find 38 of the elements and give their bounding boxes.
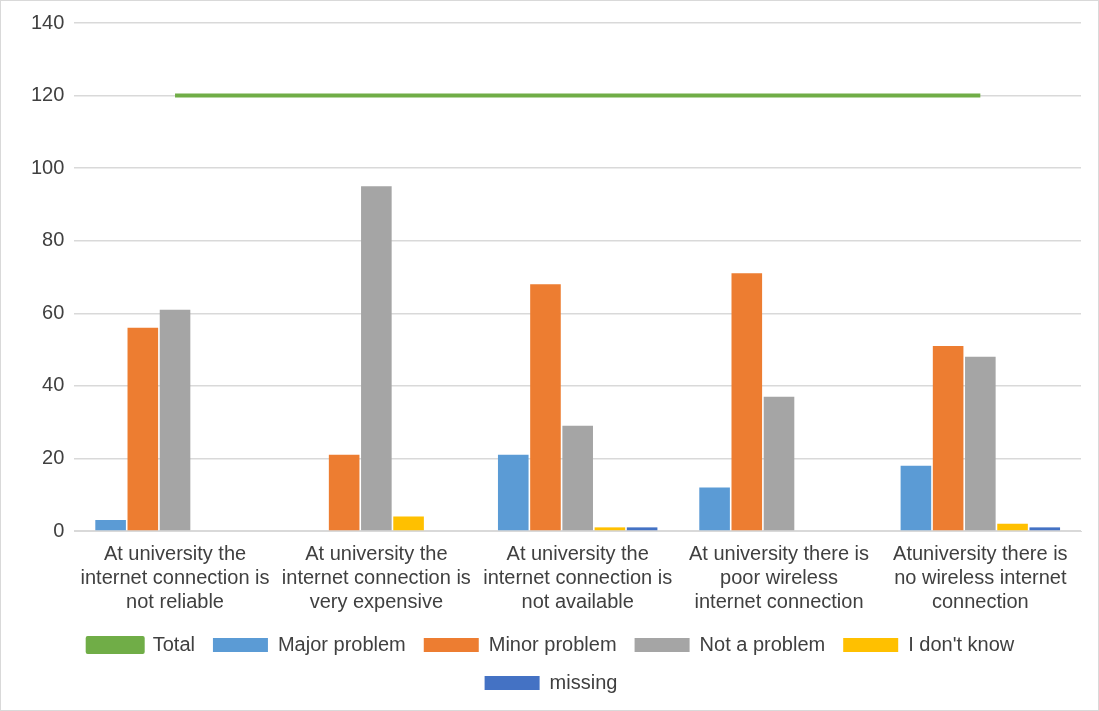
legend-label: Major problem [277,632,406,655]
legend-label: Minor problem [488,632,617,655]
bar [562,425,593,531]
bar [530,284,561,531]
x-tick-label: At university the internet connection is not reliable [80,541,270,612]
bar [127,327,159,531]
bar [731,273,763,531]
bar [965,356,996,531]
legend-label: Not a problem [699,632,826,655]
bar [159,309,191,531]
bar [361,186,392,531]
bar [763,396,795,531]
x-tick-label: At university the internet connection is very expensive [281,541,471,612]
bar [900,465,932,531]
x-tick-label: At university there is poor wireless internet connection [688,541,870,612]
bar [497,454,529,531]
y-tick-label: 100 [30,155,65,178]
legend-label: I don't know [908,632,1015,655]
bar [626,527,658,531]
y-tick-label: 140 [30,10,65,33]
bar [95,520,126,531]
bar [393,516,424,531]
y-tick-label: 120 [30,83,65,106]
bar [699,487,730,531]
legend-label: missing [549,670,618,693]
y-tick-label: 60 [42,300,65,323]
bar [932,345,964,531]
y-tick-label: 20 [42,445,65,468]
x-tick-label: Atuniversity there is no wireless internet connection [893,541,1068,612]
y-tick-label: 0 [53,518,65,541]
bar [328,454,360,531]
bar [594,527,626,531]
legend-label: Total [152,632,195,655]
y-tick-label: 80 [42,228,65,251]
y-tick-label: 40 [42,373,65,396]
bar [1029,527,1061,531]
x-tick-label: At university the internet connection is not available [483,541,673,612]
bar [997,523,1028,531]
